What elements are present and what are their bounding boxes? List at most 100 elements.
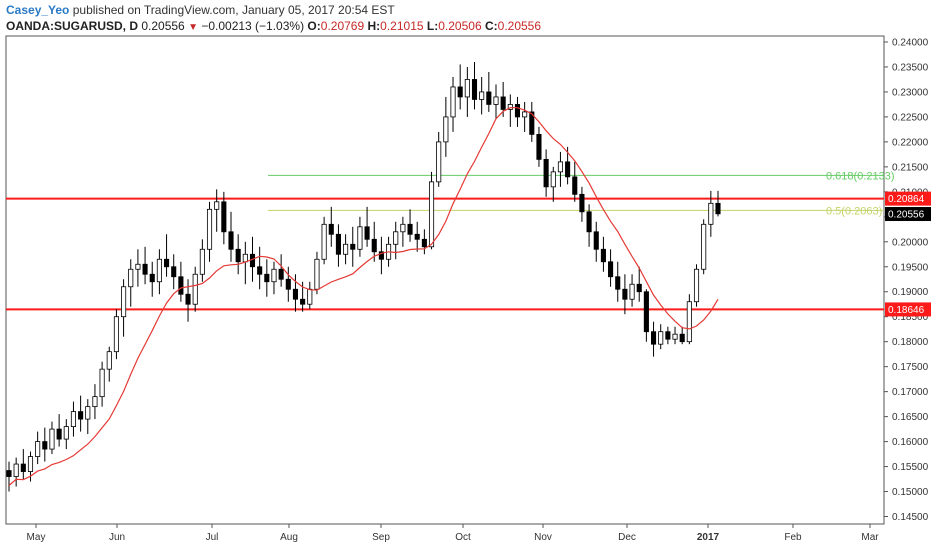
candle-body [393, 231, 399, 245]
candle-body [63, 426, 69, 440]
open-value: 0.20769 [320, 19, 365, 33]
candle-body [300, 298, 306, 305]
candle-body [643, 291, 649, 333]
y-tick-label: 0.19500 [892, 262, 929, 273]
x-tick-label: Feb [784, 532, 802, 543]
candle-body [142, 263, 148, 275]
candle-body [135, 263, 141, 270]
candle-body [357, 226, 363, 250]
y-tick-label: 0.21500 [892, 162, 929, 173]
candle-body [164, 258, 170, 268]
candle-body [343, 243, 349, 255]
candle-body [121, 286, 127, 318]
candle-body [228, 231, 234, 250]
x-tick-label: Aug [280, 532, 298, 543]
triangle-down-icon: ▼ [188, 22, 198, 33]
high-label: H: [367, 19, 381, 33]
chart-header: Casey_Yeo published on TradingView.com, … [0, 0, 932, 34]
candle-body [428, 181, 435, 248]
y-tick-label: 0.15500 [892, 462, 929, 473]
candle-body [400, 223, 406, 233]
candle-body [636, 283, 642, 293]
candle-body [436, 141, 442, 183]
candle-body [128, 268, 134, 288]
candle-body [464, 79, 470, 98]
candle-body [479, 91, 485, 100]
candle-body [579, 193, 585, 213]
candle-body [214, 201, 220, 210]
fib-label: 0.618(0.2133) [826, 170, 895, 182]
y-tick-label: 0.23000 [892, 87, 929, 98]
candle-body [608, 261, 614, 278]
fib-label: 0.5(0.2063) [826, 205, 882, 217]
candle-body [701, 223, 707, 270]
x-tick-label: May [27, 532, 46, 543]
candle-body [457, 86, 463, 98]
author-link[interactable]: Casey_Yeo [6, 3, 70, 17]
candle-body [271, 268, 277, 283]
y-tick-label: 0.24000 [892, 37, 929, 48]
candle-body [13, 463, 19, 477]
candle-body [371, 238, 377, 253]
x-tick-label: Jun [109, 532, 125, 543]
level-badge-label: 0.20864 [888, 194, 925, 205]
candle-body [586, 211, 592, 233]
candle-body [529, 111, 535, 135]
level-badge-label: 0.18646 [888, 305, 925, 316]
level-badge [885, 191, 931, 206]
candle-body [292, 288, 299, 300]
symbol-line: OANDA:SUGARUSD, D 0.20556 ▼ −0.00213 (−1… [6, 19, 541, 33]
change-text: −0.00213 (−1.03%) [201, 19, 305, 33]
candle-body [56, 428, 62, 440]
candle-body [672, 333, 678, 340]
x-tick-label: Sep [372, 532, 390, 543]
candle-body [206, 208, 213, 250]
y-tick-label: 0.17500 [892, 362, 929, 373]
candle-body [615, 276, 621, 290]
candle-body [543, 158, 549, 188]
candle-body [493, 96, 499, 105]
candle-body [328, 223, 334, 235]
candle-body [693, 268, 700, 303]
x-tick-label: 2017 [697, 532, 720, 543]
publish-line: Casey_Yeo published on TradingView.com, … [6, 3, 395, 17]
candle-body [221, 201, 227, 233]
close-value: 0.20556 [497, 19, 542, 33]
candle-body [106, 351, 112, 370]
last-price-label: 0.20556 [888, 210, 925, 221]
candle-body [285, 278, 291, 290]
candle-body [514, 104, 521, 118]
y-tick-label: 0.18500 [892, 312, 929, 323]
candle-body [364, 226, 370, 240]
candle-body [249, 253, 256, 268]
y-tick-label: 0.16000 [892, 437, 929, 448]
candle-body [99, 368, 105, 398]
candle-body [522, 111, 528, 118]
level-badge [885, 302, 931, 317]
candle-body [629, 283, 635, 300]
y-tick-label: 0.19000 [892, 287, 929, 298]
candle-body [314, 258, 320, 290]
candle-body [35, 441, 41, 457]
x-tick-label: Mar [861, 532, 879, 543]
candle-body [321, 223, 327, 260]
candle-body [192, 273, 198, 305]
candle-body [443, 116, 449, 143]
candle-body [708, 202, 714, 225]
candle-body [278, 268, 284, 280]
candle-body [264, 273, 270, 283]
candle-body [536, 133, 542, 160]
last-price-text: 0.20556 [141, 19, 185, 33]
candle-body [622, 288, 628, 300]
candle-body [658, 331, 664, 345]
candle-body [407, 223, 413, 235]
candle-body [49, 428, 55, 450]
candle-body [572, 176, 578, 195]
candle-body [235, 248, 241, 263]
y-tick-label: 0.15000 [892, 487, 929, 498]
candle-body [450, 86, 456, 118]
y-tick-label: 0.16500 [892, 412, 929, 423]
candle-body [665, 331, 671, 340]
candle-body [149, 273, 155, 283]
